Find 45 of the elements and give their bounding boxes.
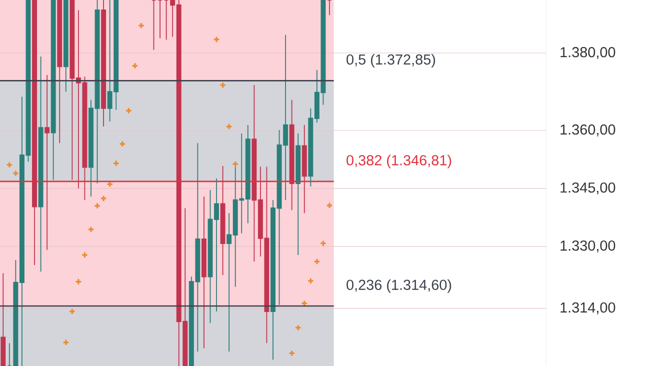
point (213, 36, 220, 43)
point (68, 308, 76, 315)
candlestick (57, 0, 62, 144)
point (12, 170, 20, 177)
point (6, 161, 13, 168)
candlestick (38, 56, 44, 272)
candlestick (220, 166, 226, 276)
y-tick-label: 1.380,00 (560, 47, 616, 59)
point (294, 324, 302, 332)
point (88, 226, 94, 233)
ref-line-label: 0,236 (1.314,60) (346, 279, 452, 293)
candlestick (44, 74, 50, 250)
candlestick (289, 99, 294, 211)
candlestick (32, 0, 37, 266)
point (232, 160, 239, 168)
point (125, 107, 132, 114)
candlestick (63, 0, 68, 92)
y-tick-label: 1.330,00 (560, 240, 616, 252)
y-tick-label: 1.314,00 (560, 302, 616, 314)
candlestick (0, 272, 6, 366)
point (81, 252, 88, 258)
candlestick (50, 0, 56, 180)
point (118, 140, 126, 148)
candlestick (296, 133, 301, 256)
ref-line-label: 0,5 (1.372,85) (346, 54, 436, 68)
point (112, 160, 120, 167)
point (75, 278, 82, 286)
candlestick (302, 124, 307, 214)
point (326, 202, 333, 209)
point (138, 22, 145, 29)
point (132, 62, 138, 70)
point (226, 123, 232, 130)
y-tick-label: 1.345,00 (560, 182, 616, 194)
candlestick (101, 0, 106, 127)
point (288, 350, 296, 357)
point (62, 339, 70, 346)
point (314, 258, 320, 265)
ref-line-label: 0,382 (1.346,81) (346, 154, 452, 168)
point (320, 240, 327, 247)
point (100, 195, 107, 202)
y-tick-label: 1.360,00 (560, 124, 616, 136)
point (219, 82, 226, 89)
point (307, 277, 314, 284)
candlestick (201, 196, 206, 349)
point (94, 202, 101, 210)
